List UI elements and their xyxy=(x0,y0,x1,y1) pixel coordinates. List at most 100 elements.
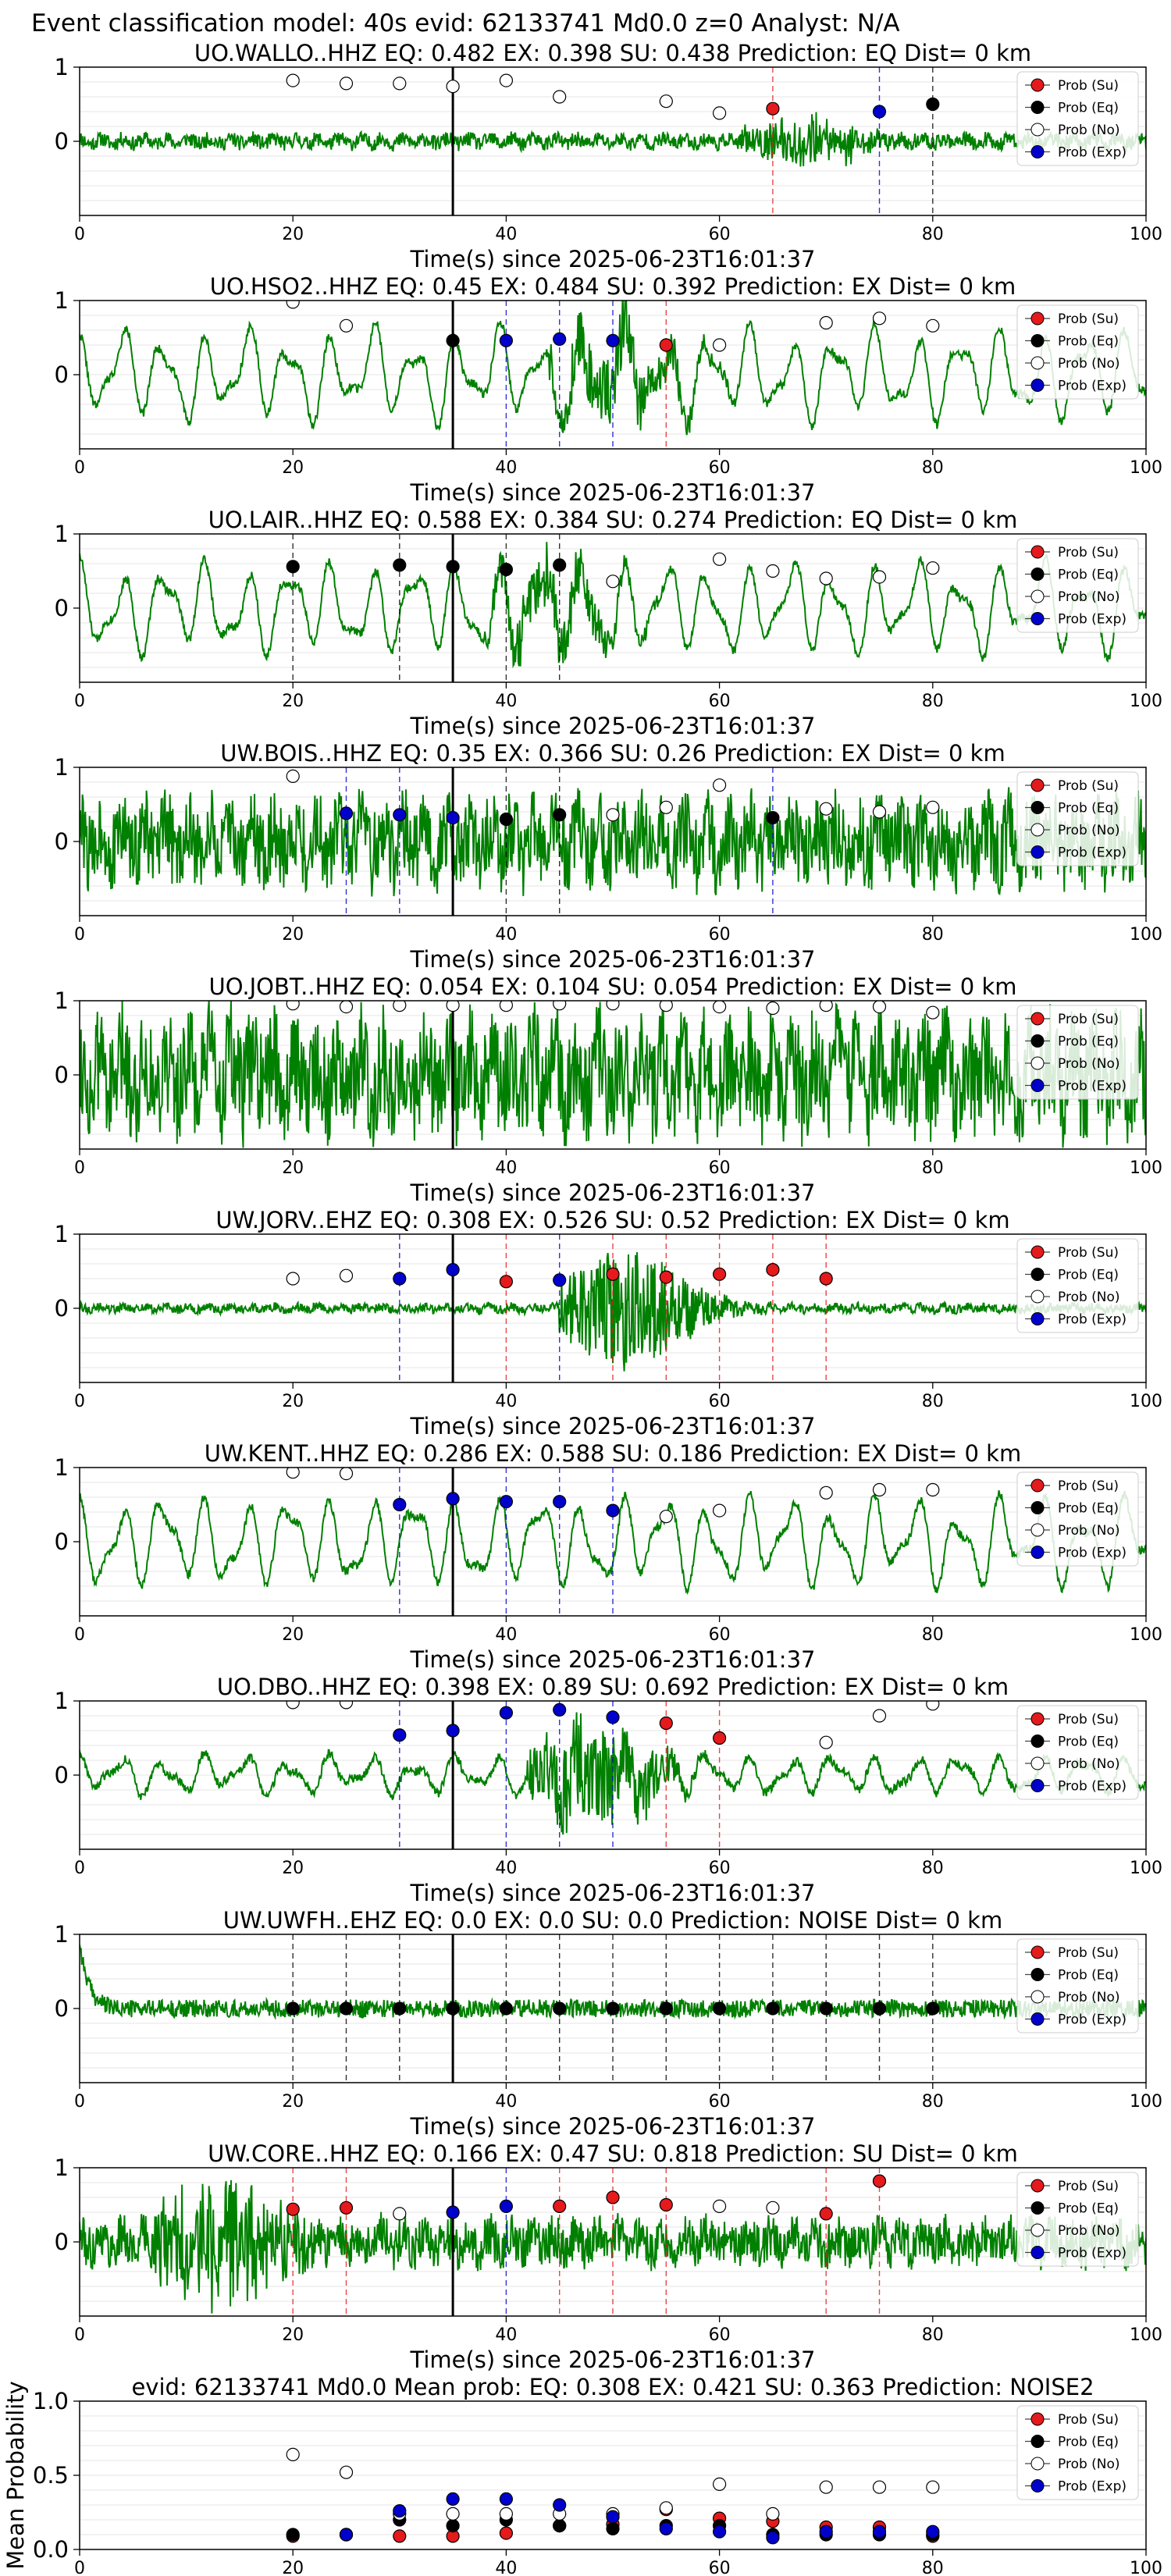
x-tick-label: 100 xyxy=(1130,1859,1162,1878)
prob-point-no xyxy=(286,1468,300,1479)
x-tick-label: 20 xyxy=(282,1158,304,1178)
mean-prob-point-exp xyxy=(819,2524,833,2539)
legend-marker-su xyxy=(1030,1478,1045,1493)
legend-marker-exp xyxy=(1030,1546,1045,1559)
x-axis-label: Time(s) since 2025-06-23T16:01:37 xyxy=(410,2347,816,2373)
prob-point-no xyxy=(712,552,727,566)
prob-point-no xyxy=(286,769,300,784)
prob-point-su xyxy=(606,2190,620,2204)
x-tick-label: 80 xyxy=(922,2559,944,2576)
prob-point-no xyxy=(926,318,940,333)
prob-point-eq xyxy=(446,2001,460,2016)
x-tick-label: 60 xyxy=(709,1859,731,1878)
x-tick-label: 20 xyxy=(282,2559,304,2576)
legend-marker-eq xyxy=(1030,1501,1045,1514)
prob-point-no xyxy=(393,76,407,91)
mean-prob-point-exp xyxy=(606,2510,620,2524)
legend-marker-eq xyxy=(1030,568,1045,581)
waveform-trace xyxy=(80,542,1146,669)
x-tick-label: 40 xyxy=(495,458,517,478)
chart-panel-5: UO.JOBT..HHZ EQ: 0.054 EX: 0.104 SU: 0.0… xyxy=(55,973,1162,1206)
chart-panel-4: UW.BOIS..HHZ EQ: 0.35 EX: 0.366 SU: 0.26… xyxy=(55,740,1162,973)
x-tick-label: 60 xyxy=(709,692,731,711)
y-tick-label: 1 xyxy=(55,1921,69,1948)
x-axis-label: Time(s) since 2025-06-23T16:01:37 xyxy=(410,246,816,272)
prob-point-exp xyxy=(393,1497,407,1512)
legend-marker-su xyxy=(1030,78,1045,92)
prob-point-no xyxy=(553,90,567,104)
x-tick-label: 60 xyxy=(709,1625,731,1645)
x-tick-label: 60 xyxy=(709,225,731,244)
mean-prob-point-no xyxy=(819,2480,833,2494)
y-tick-label: 0 xyxy=(55,361,69,388)
mean-prob-point-exp xyxy=(659,2521,673,2535)
prob-point-no xyxy=(926,1701,940,1711)
prob-point-su xyxy=(712,1731,727,1745)
x-tick-label: 0 xyxy=(74,2092,85,2112)
x-tick-label: 60 xyxy=(709,925,731,945)
prob-point-no xyxy=(819,1001,833,1012)
prob-point-no xyxy=(819,571,833,585)
legend-label-su: Prob (Su) xyxy=(1058,1945,1119,1961)
mean-prob-point-eq xyxy=(286,2528,300,2542)
legend-marker-eq xyxy=(1030,1268,1045,1281)
x-tick-label: 60 xyxy=(709,2559,731,2576)
x-tick-label: 100 xyxy=(1130,1158,1162,1178)
prob-point-eq xyxy=(926,2001,940,2016)
x-tick-label: 40 xyxy=(495,225,517,244)
prob-point-su xyxy=(819,1272,833,1286)
x-tick-label: 100 xyxy=(1130,1625,1162,1645)
prob-point-eq xyxy=(286,2001,300,2016)
legend-label-exp: Prob (Exp) xyxy=(1058,379,1127,394)
x-tick-label: 100 xyxy=(1130,925,1162,945)
x-tick-label: 100 xyxy=(1130,2325,1162,2345)
chart-panel-11: evid: 62133741 Md0.0 Mean prob: EQ: 0.30… xyxy=(2,2374,1162,2576)
chart-panel-8: UO.DBO..HHZ EQ: 0.398 EX: 0.89 SU: 0.692… xyxy=(55,1674,1162,1906)
prob-point-no xyxy=(393,2207,407,2221)
chart-title: UO.LAIR..HHZ EQ: 0.588 EX: 0.384 SU: 0.2… xyxy=(208,507,1018,533)
panel-group: UO.WALLO..HHZ EQ: 0.482 EX: 0.398 SU: 0.… xyxy=(2,40,1162,2576)
x-tick-label: 80 xyxy=(922,1392,944,1411)
legend-label-exp: Prob (Exp) xyxy=(1058,1312,1127,1328)
prob-point-no xyxy=(872,570,887,584)
legend-marker-exp xyxy=(1030,1779,1045,1792)
x-tick-label: 80 xyxy=(922,2092,944,2112)
prob-point-no xyxy=(872,1482,887,1497)
legend-marker-no xyxy=(1030,2223,1045,2237)
prob-point-eq xyxy=(819,2001,833,2016)
prob-point-su xyxy=(659,2197,673,2212)
prob-point-no xyxy=(766,2201,780,2215)
mean-prob-point-no xyxy=(286,2447,300,2461)
legend-marker-no xyxy=(1030,589,1045,603)
chart-title: UO.JOBT..HHZ EQ: 0.054 EX: 0.104 SU: 0.0… xyxy=(209,973,1017,1000)
prob-point-no xyxy=(446,1001,460,1012)
prob-point-exp xyxy=(446,1262,460,1277)
prob-point-no xyxy=(393,1001,407,1012)
mean-prob-point-su xyxy=(499,2526,514,2540)
chart-title: UO.HSO2..HHZ EQ: 0.45 EX: 0.484 SU: 0.39… xyxy=(210,273,1016,300)
y-tick-label: 1 xyxy=(55,521,69,547)
x-tick-label: 80 xyxy=(922,692,944,711)
prob-point-su xyxy=(659,338,673,352)
mean-prob-point-no xyxy=(712,2477,727,2491)
legend-label-su: Prob (Su) xyxy=(1058,2179,1119,2194)
legend-box xyxy=(1016,1705,1139,1800)
x-tick-label: 40 xyxy=(495,1158,517,1178)
x-tick-label: 20 xyxy=(282,225,304,244)
legend-label-exp: Prob (Exp) xyxy=(1058,612,1127,628)
prob-point-no xyxy=(499,1001,513,1012)
prob-point-exp xyxy=(393,1728,407,1742)
y-tick-label: 1 xyxy=(55,54,69,80)
chart-panel-2: UO.HSO2..HHZ EQ: 0.45 EX: 0.484 SU: 0.39… xyxy=(55,273,1162,506)
prob-point-su xyxy=(659,1716,673,1731)
prob-point-no xyxy=(339,1468,354,1481)
prob-point-no xyxy=(819,1735,833,1749)
mean-prob-point-exp xyxy=(926,2524,940,2539)
y-tick-label: 0 xyxy=(55,1295,69,1322)
legend-marker-eq xyxy=(1030,1968,1045,1981)
prob-point-eq xyxy=(446,560,460,574)
prob-point-eq xyxy=(499,562,514,577)
y-tick-label: 0 xyxy=(55,1528,69,1555)
legend-label-no: Prob (No) xyxy=(1058,1056,1120,1072)
prob-point-no xyxy=(872,1709,887,1723)
